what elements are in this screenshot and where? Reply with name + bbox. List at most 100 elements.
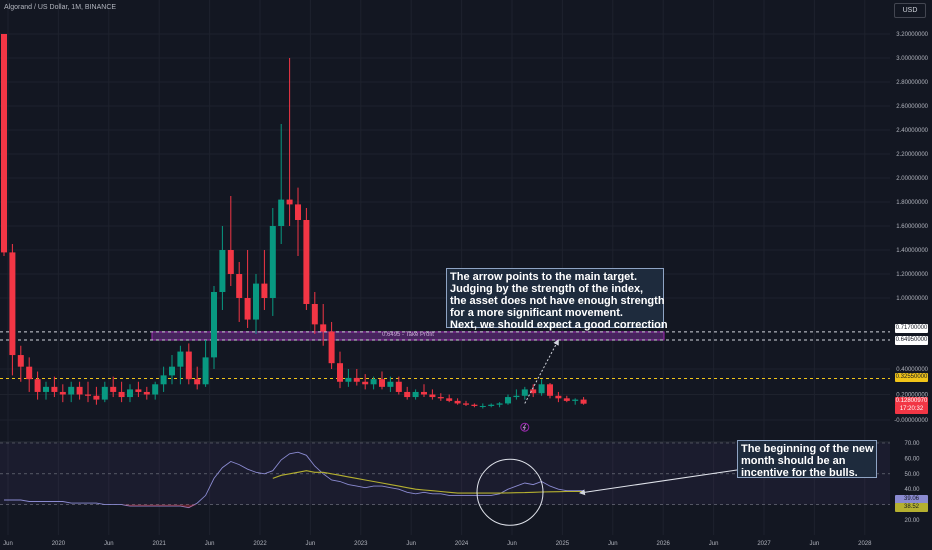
candle-body (177, 351, 184, 367)
upper-level-label: 0.71700000 (895, 324, 928, 333)
candle-body (429, 394, 436, 398)
candle[interactable] (454, 398, 461, 405)
candle[interactable] (185, 343, 192, 385)
candle[interactable] (496, 402, 503, 408)
candle[interactable] (51, 376, 58, 398)
candle[interactable] (505, 394, 511, 405)
highlight-circle[interactable] (476, 458, 544, 526)
candle[interactable] (303, 208, 310, 310)
candle[interactable] (43, 381, 49, 400)
candle[interactable] (412, 389, 419, 400)
candle[interactable] (421, 384, 427, 398)
candle[interactable] (202, 339, 209, 387)
candle[interactable] (17, 345, 24, 382)
candle[interactable] (68, 381, 75, 403)
currency-button[interactable]: USD (894, 3, 926, 18)
candle[interactable] (227, 196, 234, 286)
candle[interactable] (110, 376, 117, 398)
candle[interactable] (286, 58, 293, 226)
rsi-oversold-fill (121, 504, 206, 508)
candle[interactable] (9, 244, 16, 376)
candle-body (547, 384, 553, 396)
candle[interactable] (311, 292, 318, 334)
candle[interactable] (152, 381, 159, 400)
candle[interactable] (337, 351, 343, 389)
candle[interactable] (101, 381, 108, 403)
candle[interactable] (194, 366, 201, 390)
candle[interactable] (404, 386, 411, 400)
candle[interactable] (177, 345, 184, 385)
candle[interactable] (530, 384, 537, 398)
candle[interactable] (278, 124, 285, 244)
candle[interactable] (395, 376, 402, 395)
candle[interactable] (547, 383, 553, 399)
candle[interactable] (59, 384, 66, 403)
candle[interactable] (328, 321, 335, 369)
time-tick-label: Jun (406, 541, 416, 547)
candle[interactable] (169, 355, 175, 385)
candle[interactable] (437, 393, 444, 401)
candle[interactable] (379, 371, 385, 390)
countdown-label: 17:20:32 (895, 405, 928, 414)
candle[interactable] (127, 384, 133, 403)
candle[interactable] (513, 389, 520, 400)
candle[interactable] (370, 376, 377, 390)
candle[interactable] (538, 379, 545, 396)
candle-body (395, 381, 402, 392)
candle[interactable] (429, 389, 436, 400)
bulls-note[interactable]: The beginning of the new month should be… (737, 440, 877, 479)
candle[interactable] (76, 381, 83, 400)
note-line: incentive for the bulls. (741, 467, 858, 479)
candle[interactable] (93, 386, 100, 405)
candle[interactable] (572, 398, 579, 405)
candle[interactable] (488, 403, 495, 408)
candle[interactable] (353, 369, 360, 386)
candle[interactable] (362, 374, 369, 390)
candle[interactable] (26, 357, 33, 392)
candle[interactable] (211, 286, 217, 369)
candle[interactable] (320, 303, 327, 346)
time-tick-label: Jun (709, 541, 719, 547)
candle[interactable] (269, 208, 276, 316)
candle-body (463, 403, 469, 405)
event-marker-icon[interactable] (520, 422, 530, 432)
candle[interactable] (135, 381, 142, 398)
candle[interactable] (387, 376, 394, 392)
candle[interactable] (345, 369, 352, 387)
candle[interactable] (295, 187, 301, 256)
candle-body (421, 391, 427, 395)
note-pointer-arrow[interactable] (579, 469, 738, 496)
candle[interactable] (236, 262, 243, 322)
candle[interactable] (471, 403, 478, 408)
candle-body (345, 377, 352, 382)
candle-body (286, 199, 293, 205)
candle[interactable] (219, 226, 226, 310)
horizontal-levels (0, 331, 890, 379)
candle[interactable] (479, 403, 486, 409)
candle[interactable] (1, 34, 7, 256)
main-target-note[interactable]: The arrow points to the main target. Jud… (446, 268, 668, 331)
rsi-ma-value-label: 38.52 (895, 503, 928, 512)
candle-body (278, 199, 285, 226)
candle[interactable] (261, 250, 268, 310)
candle[interactable] (253, 274, 259, 334)
candle[interactable] (34, 371, 41, 400)
rsi-line[interactable] (4, 451, 584, 509)
candle[interactable] (85, 381, 91, 403)
candle[interactable] (446, 394, 453, 403)
candle-body (169, 366, 175, 376)
candle[interactable] (463, 400, 469, 406)
candle[interactable] (555, 391, 562, 403)
candle[interactable] (118, 381, 125, 403)
note-line: for a more significant movement. (450, 307, 623, 319)
candle[interactable] (160, 366, 167, 392)
candle[interactable] (143, 386, 150, 400)
candle-body (227, 250, 234, 274)
candle[interactable] (580, 397, 587, 405)
candle[interactable] (521, 386, 528, 400)
candle[interactable] (244, 250, 251, 328)
candle-body (244, 298, 251, 320)
rsi-ma-line[interactable] (272, 470, 584, 494)
candle[interactable] (563, 395, 570, 403)
